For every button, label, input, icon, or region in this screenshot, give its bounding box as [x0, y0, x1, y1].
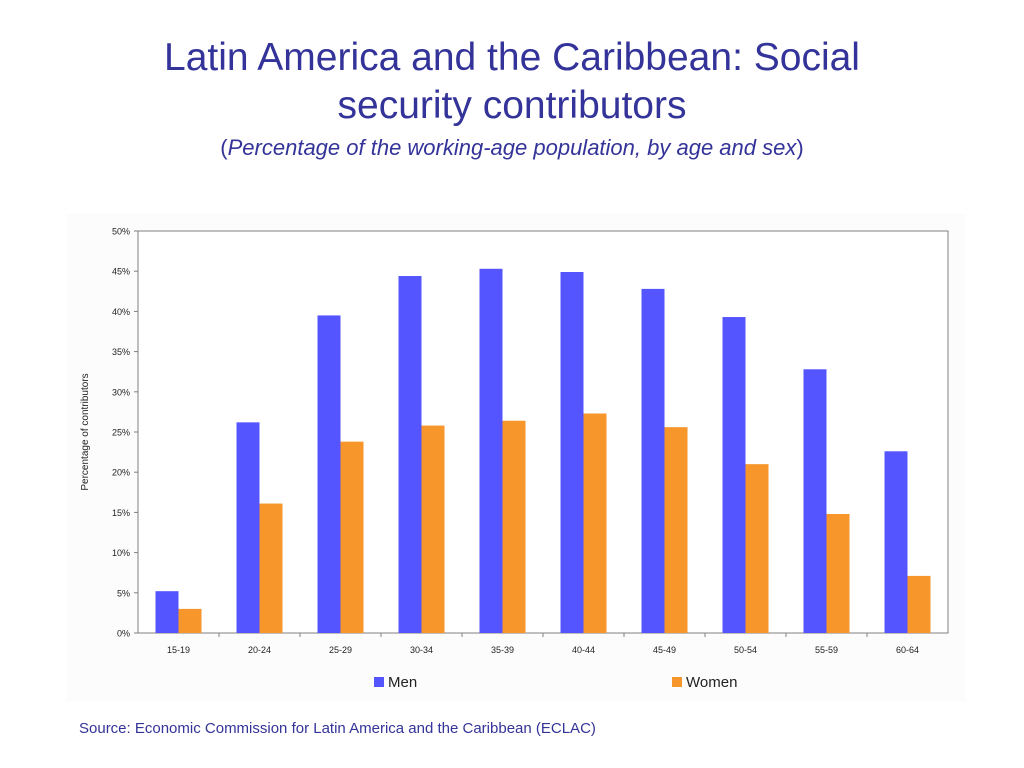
bar-women-40-44 [583, 413, 607, 633]
legend-label-men: Men [388, 674, 417, 691]
y-tick-label: 25% [112, 428, 130, 438]
x-tick-label: 35-39 [491, 645, 514, 655]
bar-women-15-19 [178, 608, 202, 633]
y-tick-label: 45% [112, 267, 130, 277]
x-tick-label: 30-34 [410, 645, 433, 655]
bar-men-35-39 [479, 268, 503, 633]
bar-men-45-49 [641, 288, 665, 633]
bar-women-55-59 [826, 514, 850, 633]
y-tick-label: 10% [112, 548, 130, 558]
bar-men-60-64 [884, 451, 908, 633]
bar-chart: 0% 5% 10% 15% 20% 25% 30% 35% 40% 45% 50% Percentag… [80, 227, 949, 691]
bar-women-50-54 [745, 464, 769, 633]
y-tick-label: 5% [117, 588, 130, 598]
x-tick-label: 20-24 [248, 645, 271, 655]
bar-women-25-29 [340, 441, 364, 633]
bar-women-30-34 [421, 425, 445, 633]
legend-swatch-women [672, 677, 682, 687]
x-tick-label: 60-64 [896, 645, 919, 655]
bar-women-35-39 [502, 420, 526, 633]
x-tick-label: 45-49 [653, 645, 676, 655]
y-tick-label: 50% [112, 227, 130, 237]
legend-swatch-men [374, 677, 384, 687]
x-tick-label: 25-29 [329, 645, 352, 655]
bar-men-30-34 [398, 276, 422, 633]
bar-men-55-59 [803, 369, 827, 633]
y-tick-label: 15% [112, 508, 130, 518]
y-tick-label: 40% [112, 307, 130, 317]
bar-women-20-24 [259, 503, 283, 633]
subtitle-open-paren: ( [220, 135, 228, 160]
slide-title: Latin America and the Caribbean: Social … [0, 34, 1024, 130]
bar-men-50-54 [722, 317, 746, 633]
x-tick-label: 50-54 [734, 645, 757, 655]
source-note: Source: Economic Commission for Latin Am… [79, 720, 596, 737]
title-line-1: Latin America and the Caribbean: Social [164, 36, 860, 79]
x-tick-label: 40-44 [572, 645, 595, 655]
y-tick-label: 35% [112, 347, 130, 357]
bar-women-45-49 [664, 427, 688, 633]
y-axis-label: Percentage of contributors [80, 373, 91, 490]
title-line-2: security contributors [337, 84, 687, 127]
y-tick-label: 0% [117, 629, 130, 639]
bar-men-20-24 [236, 422, 260, 633]
bar-women-60-64 [907, 575, 931, 633]
slide-subtitle: (Percentage of the working-age populatio… [0, 134, 1024, 162]
subtitle-close-paren: ) [796, 135, 804, 160]
x-tick-label: 15-19 [167, 645, 190, 655]
chart-panel: 0% 5% 10% 15% 20% 25% 30% 35% 40% 45% 50% Percentag… [66, 214, 966, 702]
y-tick-label: 20% [112, 468, 130, 478]
bar-men-25-29 [317, 315, 341, 633]
bar-men-40-44 [560, 272, 584, 633]
bar-men-15-19 [155, 591, 179, 633]
subtitle-text: Percentage of the working-age population… [227, 135, 797, 160]
y-tick-label: 30% [112, 387, 130, 397]
legend-label-women: Women [686, 674, 737, 691]
x-tick-label: 55-59 [815, 645, 838, 655]
